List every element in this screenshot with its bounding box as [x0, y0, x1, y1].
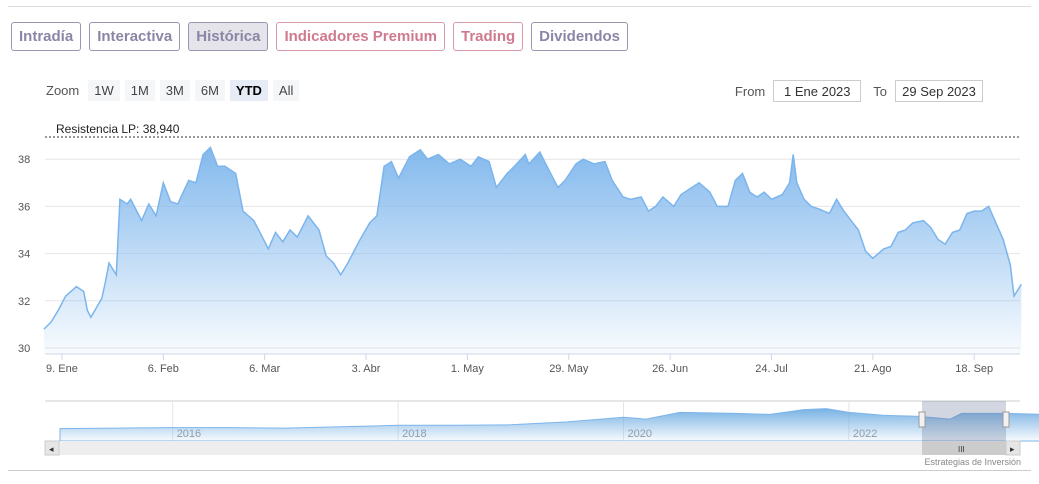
tab-hist-rica[interactable]: Histórica: [188, 22, 269, 51]
y-tick-label: 34: [18, 249, 30, 261]
price-chart: Resistencia LP: 38,940 30 32 34 36 38 9. Ene 6…: [18, 122, 1039, 456]
scrollbar-track[interactable]: [45, 441, 1020, 455]
x-tick-label: 26. Jun: [652, 363, 688, 375]
to-label: To: [873, 83, 887, 99]
tab-trading[interactable]: Trading: [453, 22, 524, 51]
x-tick-label: 29. May: [549, 363, 589, 375]
arrow-right-icon: ▸: [1010, 444, 1015, 454]
top-divider: [8, 6, 1031, 7]
x-tick-label: 6. Feb: [148, 363, 179, 375]
zoom-all-button[interactable]: All: [272, 80, 300, 101]
navigator-area: [59, 408, 1039, 442]
y-tick-label: 32: [18, 296, 30, 308]
y-tick-label: 36: [18, 201, 30, 213]
zoom-1m-button[interactable]: 1M: [124, 80, 155, 101]
scrollbar-thumb[interactable]: [922, 441, 1006, 455]
navigator-left-handle[interactable]: [918, 411, 926, 428]
to-date-input[interactable]: [895, 80, 983, 102]
arrow-left-icon: ◂: [49, 444, 54, 454]
resistance-label: Resistencia LP: 38,940: [56, 122, 180, 136]
x-tick-label: 1. May: [451, 363, 485, 375]
tab-intrad-a[interactable]: Intradía: [11, 22, 82, 51]
x-tick-label: 9. Ene: [46, 363, 78, 375]
x-tick-label: 6. Mar: [249, 363, 281, 375]
price-area: [43, 147, 1022, 354]
tab-dividendos[interactable]: Dividendos: [531, 22, 629, 51]
grip-icon: III: [958, 445, 965, 454]
zoom-selector: Zoom 1W 1M 3M 6M YTD All: [46, 80, 300, 101]
y-tick-label: 30: [18, 343, 30, 355]
zoom-3m-button[interactable]: 3M: [159, 80, 190, 101]
from-date-input[interactable]: [773, 80, 862, 102]
x-tick-label: 24. Jul: [755, 363, 787, 375]
view-tabs: Intradía Interactiva Histórica Indicadores …: [11, 22, 629, 51]
scroll-right-button[interactable]: [1005, 440, 1021, 456]
navigator-selection[interactable]: [922, 401, 1006, 441]
tab-indicadores-premium[interactable]: Indicadores Premium: [276, 22, 445, 51]
x-tick-label: 18. Sep: [955, 363, 993, 375]
credit-label: Estrategias de Inversión: [924, 457, 1021, 467]
zoom-1w-button[interactable]: 1W: [88, 80, 120, 101]
bottom-divider: [8, 470, 1031, 471]
zoom-label: Zoom: [46, 83, 80, 98]
zoom-6m-button[interactable]: 6M: [194, 80, 225, 101]
scroll-left-button[interactable]: [44, 440, 60, 456]
price-line: [43, 146, 1022, 330]
zoom-ytd-button[interactable]: YTD: [229, 80, 268, 101]
y-tick-label: 38: [18, 154, 30, 166]
from-label: From: [734, 83, 766, 99]
x-tick-label: 21. Ago: [854, 363, 891, 375]
x-tick-label: 3. Abr: [352, 363, 381, 375]
date-range: From To: [735, 80, 983, 102]
tab-interactiva[interactable]: Interactiva: [89, 22, 181, 51]
navigator[interactable]: 2016201820202022 ◂ III ▸: [44, 400, 1039, 456]
navigator-right-handle[interactable]: [1002, 411, 1010, 428]
